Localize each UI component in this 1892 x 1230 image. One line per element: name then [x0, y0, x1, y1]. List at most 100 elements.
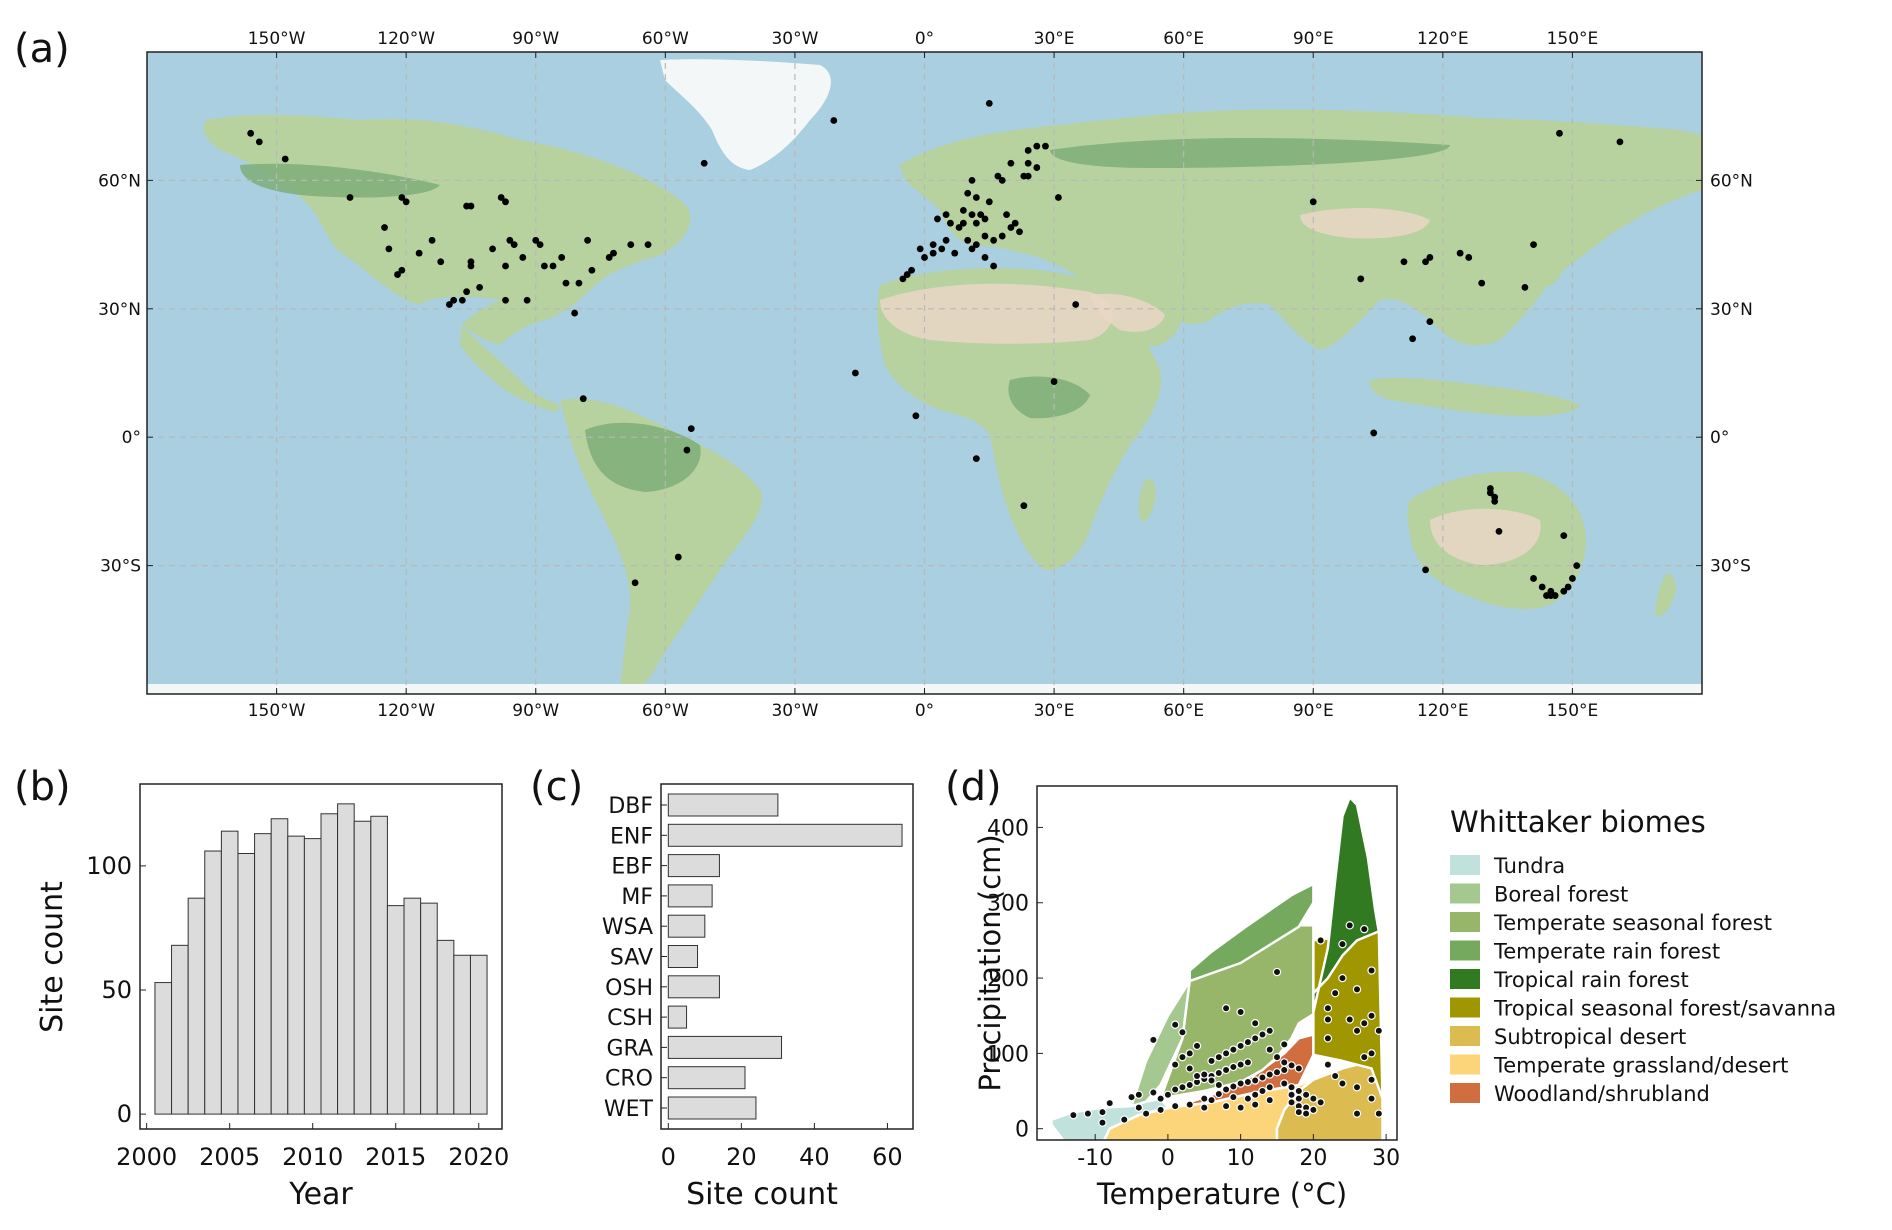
- legend-swatch: [1450, 1026, 1480, 1046]
- y-tick-label: 100: [987, 1042, 1029, 1067]
- site-climate-point: [1338, 973, 1347, 983]
- site-climate-point: [1069, 1110, 1078, 1120]
- site-climate-point: [1352, 1026, 1362, 1035]
- site-climate-point: [1229, 1062, 1238, 1072]
- site-climate-point: [1272, 967, 1282, 977]
- site-climate-point: [1185, 1080, 1194, 1090]
- x-tick-label: 2015: [365, 1143, 426, 1171]
- legend-label: Temperate rain forest: [1493, 940, 1720, 964]
- y-tick-label: 400: [987, 816, 1029, 841]
- site-climate-point: [1294, 1086, 1304, 1096]
- bottom-lon-tick-label: 120°E: [1417, 701, 1469, 721]
- panel-b-label: (b): [14, 764, 71, 810]
- legend-title: Whittaker biomes: [1450, 805, 1706, 839]
- legend-label: Tundra: [1493, 854, 1565, 878]
- category-label: CRO: [605, 1067, 653, 1092]
- flux-site-marker: [1007, 224, 1015, 231]
- africa-land: [877, 268, 1161, 570]
- flux-site-marker: [476, 284, 483, 291]
- category-label: WET: [604, 1097, 654, 1122]
- category-label: SAV: [610, 946, 653, 971]
- year-bar: [420, 902, 438, 1115]
- flux-site-marker: [964, 189, 972, 197]
- site-climate-point: [1214, 1068, 1224, 1078]
- bottom-lon-tick-label: 120°W: [377, 701, 435, 721]
- flux-site-marker: [588, 266, 596, 274]
- greenland-land: [660, 59, 831, 170]
- flux-site-marker: [981, 232, 989, 240]
- year-bar: [370, 815, 388, 1115]
- flux-site-marker: [916, 245, 924, 253]
- y-tick-label: 50: [101, 976, 132, 1004]
- flux-site-marker: [1033, 142, 1041, 150]
- flux-site-marker: [1055, 194, 1062, 201]
- site-climate-point: [1185, 1049, 1194, 1058]
- flux-site-marker: [929, 241, 937, 249]
- flux-site-marker: [519, 254, 527, 261]
- site-climate-point: [1221, 1003, 1231, 1013]
- year-bar: [386, 905, 405, 1115]
- flux-site-marker: [959, 219, 967, 227]
- flux-site-marker: [346, 194, 354, 201]
- site-climate-point: [1229, 1092, 1238, 1102]
- flux-site-marker: [674, 553, 682, 561]
- flux-site-marker: [998, 177, 1006, 184]
- new-zealand-land: [1655, 573, 1676, 617]
- y-tick-label: 300: [987, 892, 1029, 917]
- site-climate-point: [1338, 1079, 1347, 1088]
- legend-label: Tropical rain forest: [1493, 968, 1689, 992]
- flux-site-marker: [1573, 562, 1581, 569]
- flux-site-marker: [255, 138, 263, 146]
- site-climate-point: [1243, 1077, 1253, 1087]
- congo-forest-region: [1008, 376, 1090, 419]
- legend-swatch: [1450, 940, 1480, 961]
- australia-desert-region: [1430, 508, 1541, 565]
- flux-site-marker: [1495, 527, 1503, 535]
- x-tick-label: 2020: [448, 1143, 509, 1171]
- flux-site-marker: [1016, 228, 1023, 236]
- year-bar: [154, 982, 173, 1115]
- flux-site-marker: [415, 249, 423, 257]
- site-climate-point: [1236, 1007, 1245, 1017]
- site-climate-point: [1250, 1100, 1260, 1109]
- x-axis-title: Temperature (°C): [1096, 1177, 1347, 1211]
- site-climate-point: [1200, 1070, 1209, 1079]
- site-climate-point: [1156, 1105, 1165, 1115]
- top-lon-tick-label: 150°E: [1547, 29, 1599, 49]
- flux-site-marker: [502, 262, 509, 270]
- site-climate-point: [1200, 1094, 1209, 1103]
- flux-site-marker: [981, 215, 989, 223]
- flux-site-marker: [938, 245, 946, 253]
- flux-site-marker: [964, 236, 972, 244]
- site-climate-point: [1214, 1052, 1224, 1062]
- x-tick-label: 60: [872, 1143, 903, 1171]
- site-climate-point: [1345, 921, 1354, 930]
- site-climate-point: [1352, 1109, 1362, 1118]
- y-tick-label: 0: [1015, 1118, 1029, 1143]
- legend-label: Woodland/shrubland: [1494, 1082, 1710, 1106]
- site-climate-point: [1345, 1015, 1354, 1024]
- site-climate-point: [1163, 1090, 1173, 1100]
- flux-site-marker: [921, 254, 928, 261]
- flux-site-marker: [972, 241, 980, 249]
- site-climate-point: [1280, 1079, 1289, 1088]
- flux-site-marker: [1521, 284, 1529, 291]
- site-climate-point: [1134, 1103, 1144, 1112]
- flux-site-marker: [394, 271, 401, 278]
- site-climate-point: [1098, 1107, 1107, 1117]
- site-climate-point: [1374, 1026, 1384, 1035]
- biome-legend: Whittaker biomes Tundra Boreal forest Tempe…: [1450, 805, 1836, 1106]
- site-climate-point: [1265, 1083, 1274, 1092]
- flux-site-marker: [1486, 489, 1494, 497]
- bottom-lon-tick-label: 60°W: [642, 701, 689, 721]
- arabia-desert-region: [1090, 293, 1165, 332]
- flux-site-marker: [1456, 249, 1464, 257]
- legend-swatch: [1450, 855, 1480, 875]
- flux-site-marker: [972, 219, 980, 227]
- flux-site-marker: [994, 172, 1002, 180]
- year-bar: [453, 954, 471, 1115]
- flux-site-marker: [536, 241, 544, 249]
- site-climate-point: [1149, 1088, 1158, 1097]
- plot-b-frame: [139, 783, 503, 1130]
